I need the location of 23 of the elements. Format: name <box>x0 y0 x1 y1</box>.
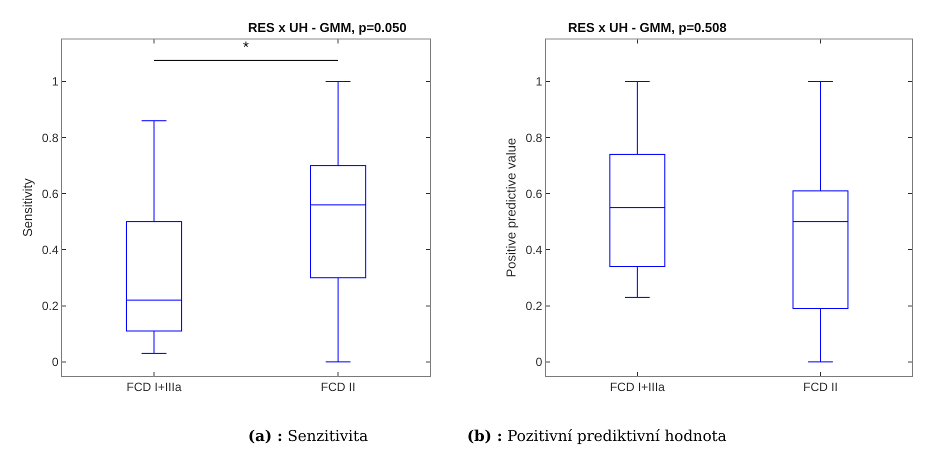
x-tick-label: FCD II <box>320 380 356 394</box>
y-tick-label: 0.8 <box>526 130 543 145</box>
y-tick-label: 0.8 <box>42 130 59 145</box>
y-tick-label: 0.6 <box>42 186 59 201</box>
x-tick-label: FCD I+IIIa <box>126 380 182 394</box>
y-tick-label: 0.6 <box>526 186 543 201</box>
y-tick-label: 1 <box>52 74 59 89</box>
text: (b) : Pozitivní prediktivní hodnota <box>467 427 727 445</box>
y-tick-label: 0.2 <box>526 298 543 313</box>
text: (a) : Senzitivita <box>248 427 368 445</box>
chart-title: RES x UH - GMM, p=0.508 <box>568 20 727 35</box>
x-tick-label: FCD II <box>803 380 838 394</box>
y-tick-label: 0 <box>536 355 543 370</box>
y-tick-label: 1 <box>536 74 543 89</box>
y-tick-label: 0.4 <box>526 242 543 257</box>
annotation: * <box>243 39 249 56</box>
chart-title: RES x UH - GMM, p=0.050 <box>248 20 407 35</box>
y-tick-label: 0.2 <box>42 298 59 313</box>
y-tick-label: 0.4 <box>42 242 59 257</box>
y-axis-title: Positive predictive value <box>504 138 519 278</box>
x-tick-label: FCD I+IIIa <box>610 380 666 394</box>
y-tick-label: 0 <box>52 355 59 370</box>
y-axis-title: Sensitivity <box>20 178 35 237</box>
